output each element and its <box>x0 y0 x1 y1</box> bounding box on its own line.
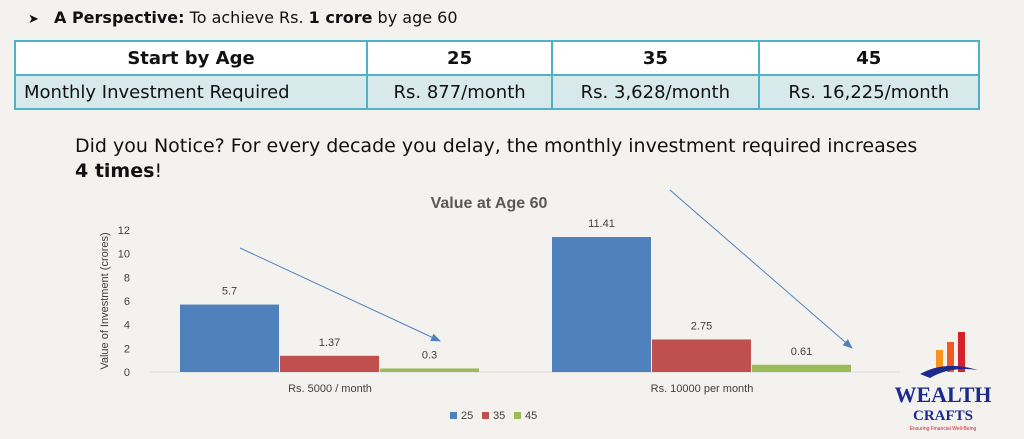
logo-bar <box>958 332 965 372</box>
table-cell: Rs. 877/month <box>365 74 554 110</box>
legend-swatch-45 <box>514 412 521 419</box>
x-category-label: Rs. 10000 per month <box>651 383 754 395</box>
perspective-amount: 1 crore <box>308 8 373 27</box>
notice-text: Did you Notice? For every decade you del… <box>75 134 935 184</box>
bar-25 <box>180 304 279 372</box>
table-cell: Monthly Investment Required <box>14 74 368 110</box>
bar-35 <box>280 355 379 372</box>
table-row: Monthly Investment Required Rs. 877/mont… <box>14 74 981 110</box>
y-tick-label: 12 <box>118 225 130 237</box>
notice-bold: 4 times <box>75 160 155 182</box>
table-header-row: Start by Age 25 35 45 <box>14 40 981 76</box>
logo-swoosh-icon <box>920 365 978 378</box>
y-tick-label: 10 <box>118 249 130 261</box>
logo-tagline: Ensuring Financial Well-Being <box>910 426 977 432</box>
legend-swatch-35 <box>482 412 489 419</box>
trend-arrow-icon <box>669 189 853 349</box>
bullet-arrow-icon: ➤ <box>28 12 39 27</box>
table-cell: Rs. 16,225/month <box>757 74 981 110</box>
wealth-crafts-logo: WEALTH CRAFTS Ensuring Financial Well-Be… <box>890 330 996 432</box>
logo-line1: WEALTH <box>894 382 991 407</box>
data-label: 0.3 <box>422 349 437 361</box>
y-tick-label: 6 <box>124 296 130 308</box>
bar-35 <box>652 339 751 372</box>
perspective-text-after: by age 60 <box>377 8 458 27</box>
perspective-label: A Perspective: <box>54 8 185 27</box>
y-tick-label: 2 <box>124 343 130 355</box>
value-chart: Value at Age 60 Value of Investment (cror… <box>99 189 900 422</box>
data-label: 1.37 <box>319 337 340 349</box>
table-header-cell: 45 <box>757 40 981 76</box>
legend-label: 45 <box>525 410 537 422</box>
chart-title: Value at Age 60 <box>431 195 548 212</box>
legend-swatch-25 <box>450 412 457 419</box>
bar-45 <box>380 368 479 372</box>
data-label: 0.61 <box>791 346 812 358</box>
legend-label: 25 <box>461 410 473 422</box>
data-label: 5.7 <box>222 286 237 298</box>
x-category-label: Rs. 5000 / month <box>288 383 372 395</box>
perspective-line: ➤ A Perspective: To achieve Rs. 1 crore … <box>28 8 458 27</box>
bar-45 <box>752 364 851 372</box>
logo-bar <box>947 342 954 372</box>
logo-graphic: WEALTH CRAFTS Ensuring Financial Well-Be… <box>894 332 992 432</box>
logo-bar <box>936 350 943 372</box>
y-tick-label: 0 <box>124 367 130 379</box>
y-tick-label: 4 <box>124 320 130 332</box>
logo-line2: CRAFTS <box>913 408 973 424</box>
data-label: 11.41 <box>588 218 615 230</box>
investment-table: Start by Age 25 35 45 Monthly Investment… <box>14 40 981 110</box>
perspective-text-before: To achieve Rs. <box>189 8 304 27</box>
notice-text-before: Did you Notice? For every decade you del… <box>75 135 918 157</box>
table-header-cell: Start by Age <box>14 40 368 76</box>
table-cell: Rs. 3,628/month <box>551 74 760 110</box>
y-tick-label: 8 <box>124 272 130 284</box>
y-axis-label: Value of Investment (crores) <box>99 232 111 369</box>
legend-label: 35 <box>493 410 505 422</box>
table-header-cell: 35 <box>551 40 760 76</box>
table-header-cell: 25 <box>365 40 554 76</box>
bar-25 <box>552 236 651 372</box>
trend-arrow-icon <box>239 247 441 342</box>
notice-text-after: ! <box>154 160 163 182</box>
data-label: 2.75 <box>691 320 712 332</box>
